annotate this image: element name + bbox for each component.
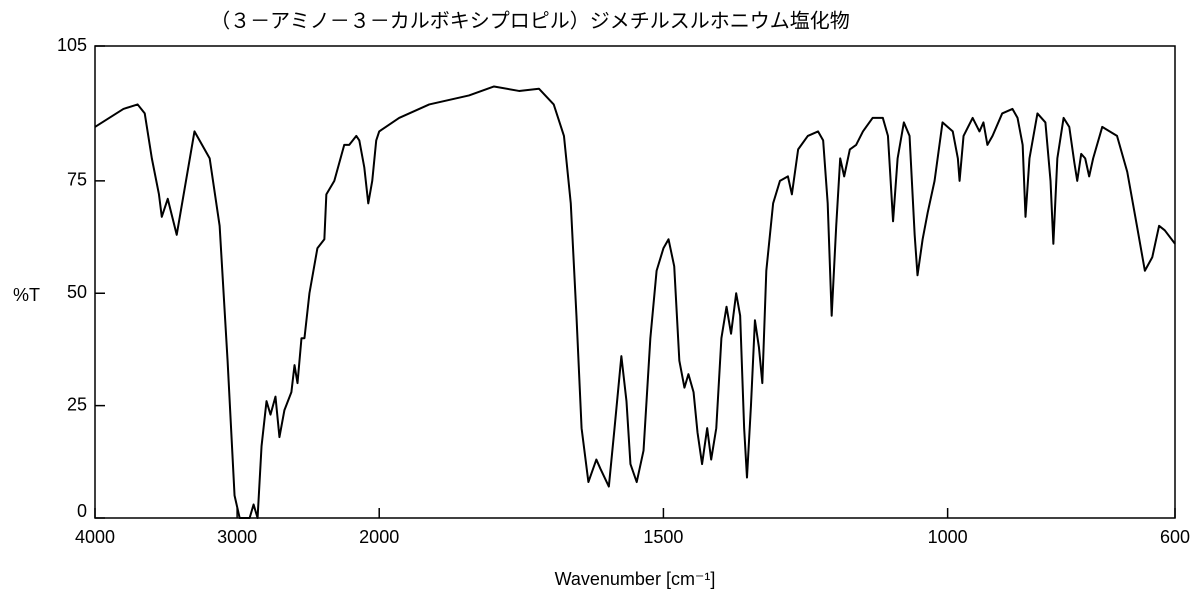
y-axis-label: %T <box>13 285 40 305</box>
y-tick-label: 25 <box>67 394 87 414</box>
x-tick-label: 4000 <box>75 527 115 547</box>
x-axis-label: Wavenumber [cm⁻¹] <box>555 569 716 589</box>
x-tick-label: 1500 <box>643 527 683 547</box>
y-tick-label: 75 <box>67 170 87 190</box>
chart-title: （３－アミノ－３－カルボキシプロピル）ジメチルスルホニウム塩化物 <box>210 9 850 33</box>
x-tick-label: 2000 <box>359 527 399 547</box>
y-tick-label: 0 <box>77 501 87 521</box>
x-tick-label: 3000 <box>217 527 257 547</box>
plot-frame <box>94 45 1176 519</box>
x-tick-label: 600 <box>1160 527 1190 547</box>
y-tick-label: 105 <box>57 35 87 55</box>
spectrum-line <box>94 85 1176 519</box>
y-tick-label: 50 <box>67 282 87 302</box>
x-tick-label: 1000 <box>928 527 968 547</box>
